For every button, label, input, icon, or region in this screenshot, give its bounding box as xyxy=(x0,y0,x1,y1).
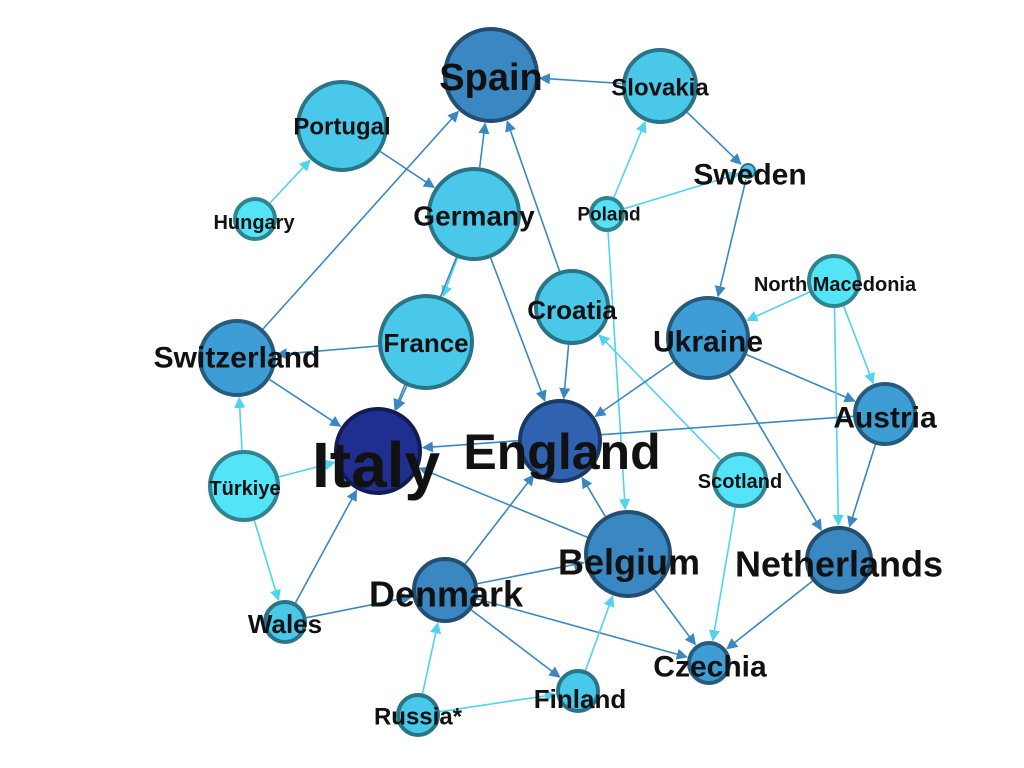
label-denmark: Denmark xyxy=(369,574,524,615)
node-wales[interactable] xyxy=(263,600,307,644)
edge-croatia-to-england xyxy=(559,344,571,400)
label-italy: Italy xyxy=(312,429,440,501)
edge-north-macedonia-to-austria xyxy=(842,305,875,385)
label-russia: Russia* xyxy=(374,704,463,731)
edge-scotland-to-czechia xyxy=(708,507,737,642)
edge-north-macedonia-to-netherlands xyxy=(832,307,844,527)
label-netherlands: Netherlands xyxy=(735,544,943,585)
node-north-macedonia[interactable] xyxy=(807,254,861,308)
edge-ukraine-to-england xyxy=(594,361,674,418)
edge-slovakia-to-sweden xyxy=(686,111,742,165)
label-slovakia: Slovakia xyxy=(611,75,709,102)
node-france[interactable] xyxy=(378,294,474,390)
label-wales: Wales xyxy=(248,609,322,639)
edge-denmark-to-czechia xyxy=(476,598,688,660)
edge-sweden-to-ukraine xyxy=(714,179,747,298)
nodes-layer xyxy=(198,27,917,737)
edge-belgium-to-italy xyxy=(418,466,588,538)
node-slovakia[interactable] xyxy=(622,48,698,124)
label-poland: Poland xyxy=(577,205,640,226)
edge-ukraine-to-austria xyxy=(746,353,856,403)
node-italy[interactable] xyxy=(334,407,422,495)
edge-netherlands-to-czechia xyxy=(726,580,813,650)
edge-russia-to-denmark xyxy=(421,622,442,694)
label-belgium: Belgium xyxy=(558,542,700,583)
label-north-macedonia: North Macedonia xyxy=(754,274,917,296)
label-hungary: Hungary xyxy=(213,212,295,234)
node-ukraine[interactable] xyxy=(666,296,750,380)
edge-germany-to-spain xyxy=(478,122,490,168)
node-poland[interactable] xyxy=(589,196,625,232)
label-austria: Austria xyxy=(833,402,937,435)
labels-layer: Spain Slovakia Portugal Sweden Hungary German… xyxy=(154,57,943,731)
label-portugal: Portugal xyxy=(293,114,390,141)
node-switzerland[interactable] xyxy=(198,319,276,397)
edge-wales-to-italy xyxy=(294,489,358,604)
label-sweden: Sweden xyxy=(693,159,806,192)
label-scotland: Scotland xyxy=(698,471,782,493)
node-belgium[interactable] xyxy=(584,510,672,598)
label-switzerland: Switzerland xyxy=(154,342,321,375)
edge-denmark-to-belgium xyxy=(477,559,585,585)
edge-poland-to-slovakia xyxy=(613,120,647,198)
node-germany[interactable] xyxy=(427,167,521,261)
edge-hungary-to-portugal xyxy=(269,159,311,204)
edge-scotland-to-croatia xyxy=(598,334,722,461)
edge-germany-to-england xyxy=(489,257,547,402)
edge-poland-to-sweden xyxy=(623,171,740,210)
edge-switzerland-to-spain xyxy=(262,110,460,330)
edge-france-to-switzerland xyxy=(275,345,379,360)
label-england: England xyxy=(463,424,660,480)
node-england[interactable] xyxy=(518,399,602,483)
node-spain[interactable] xyxy=(443,27,539,123)
edge-north-macedonia-to-ukraine xyxy=(746,291,810,322)
edge-russia-to-finland xyxy=(439,690,557,713)
edge-belgium-to-czechia xyxy=(653,588,696,646)
node-portugal[interactable] xyxy=(296,80,388,172)
node-scotland[interactable] xyxy=(712,452,768,508)
edge-switzerland-to-italy xyxy=(269,378,342,427)
node-turkiye[interactable] xyxy=(208,450,280,522)
edge-croatia-to-spain xyxy=(505,120,561,272)
edge-turkiye-to-italy xyxy=(278,459,336,478)
edge-austria-to-italy xyxy=(421,415,854,453)
node-croatia[interactable] xyxy=(534,269,610,345)
edge-denmark-to-england xyxy=(464,474,535,565)
edge-finland-to-belgium xyxy=(584,595,615,671)
edge-austria-to-netherlands xyxy=(847,444,877,528)
node-denmark[interactable] xyxy=(412,557,478,623)
label-germany: Germany xyxy=(413,201,535,232)
edge-slovakia-to-spain xyxy=(538,73,623,85)
label-france: France xyxy=(383,328,468,358)
label-spain: Spain xyxy=(439,57,542,99)
label-croatia: Croatia xyxy=(527,295,617,325)
label-ukraine: Ukraine xyxy=(653,326,763,359)
node-czechia[interactable] xyxy=(687,641,731,685)
edge-wales-to-denmark xyxy=(306,593,413,619)
node-sweden[interactable] xyxy=(740,163,756,179)
node-netherlands[interactable] xyxy=(805,526,873,594)
edge-germany-to-france xyxy=(441,257,459,298)
edge-poland-to-belgium xyxy=(607,231,631,511)
edge-turkiye-to-switzerland xyxy=(234,396,246,451)
label-finland: Finland xyxy=(534,684,626,714)
edge-france-to-italy xyxy=(395,385,408,411)
edges-layer xyxy=(234,73,877,713)
edge-belgium-to-england xyxy=(581,476,606,517)
edge-ukraine-to-netherlands xyxy=(728,373,822,531)
label-czechia: Czechia xyxy=(653,651,767,684)
node-austria[interactable] xyxy=(853,382,917,446)
node-hungary[interactable] xyxy=(233,197,277,241)
node-russia[interactable] xyxy=(396,693,440,737)
node-finland[interactable] xyxy=(556,669,600,713)
edge-denmark-to-finland xyxy=(470,609,561,678)
edge-turkiye-to-wales xyxy=(253,520,281,602)
label-turkiye: Türkiye xyxy=(209,478,280,500)
